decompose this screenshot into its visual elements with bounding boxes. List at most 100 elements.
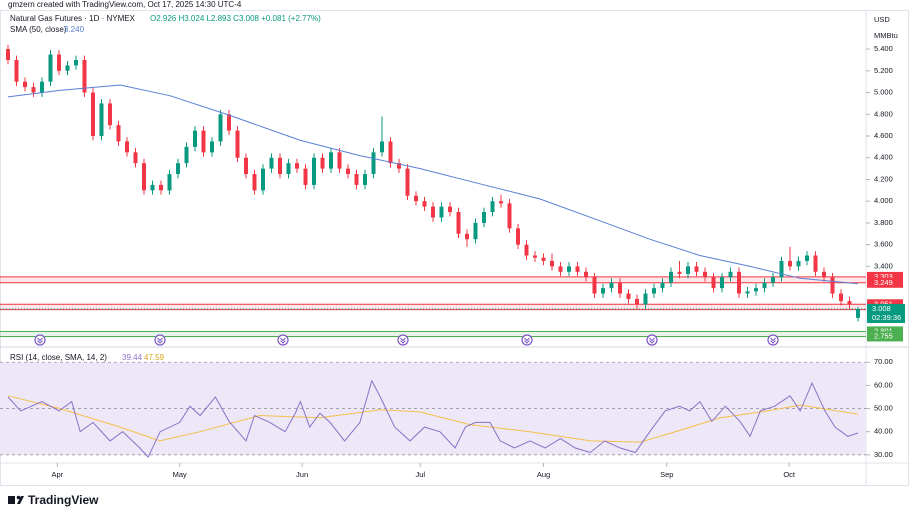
candle-body (839, 293, 844, 302)
candle-body (124, 141, 129, 153)
candle-body (694, 266, 699, 272)
sma-line (7, 84, 859, 285)
candle-body (5, 49, 10, 60)
candle-body (720, 277, 725, 289)
candle-body (533, 255, 538, 258)
candle-body (31, 87, 36, 93)
candle-body (601, 288, 606, 294)
candle-body (788, 260, 793, 267)
candle-body (252, 174, 257, 191)
candle-body (660, 282, 665, 289)
candle-body (618, 282, 623, 294)
price-pane: 5.400 5.200 5.000 4.800 4.600 4.400 4.200 4.000… (0, 44, 905, 346)
candle-body (439, 206, 444, 218)
countdown: 02:39:36 (872, 313, 901, 322)
candle-body (805, 255, 810, 261)
y-tick-label: 3.800 (874, 218, 893, 227)
price-tag (867, 331, 903, 342)
candle-body (260, 168, 265, 191)
candle-body (73, 59, 78, 66)
last-price-label: 3.008 (872, 304, 891, 313)
candle-body (56, 54, 61, 71)
last-price-tag (867, 303, 905, 323)
y-tick-label: 5.200 (874, 66, 893, 75)
event-icon-arrow (157, 337, 163, 344)
candle-body (99, 103, 104, 137)
currency: USD (874, 15, 890, 24)
candle-body (737, 271, 742, 294)
y-tick-label: 3.400 (874, 261, 893, 270)
candle-body (482, 212, 487, 223)
logo-mark (8, 496, 15, 504)
event-icon-arrow (280, 337, 286, 344)
candle-body (150, 184, 155, 191)
y-tick-label: 70.00 (874, 357, 893, 366)
x-tick-label: Jul (415, 470, 425, 479)
event-icon-arrow (400, 337, 406, 344)
candle-body (703, 271, 708, 278)
candle-body (728, 271, 733, 278)
candle-body (175, 163, 180, 175)
rsi-line (7, 395, 859, 443)
candle-body (107, 103, 112, 126)
candle-body (541, 257, 546, 261)
unit: MMBtu (874, 31, 898, 40)
candle-body (686, 266, 691, 274)
y-tick-label: 4.000 (874, 196, 893, 205)
x-tick-label: Aug (537, 470, 550, 479)
candle-body (354, 174, 359, 185)
candle-body (473, 222, 478, 240)
y-tick-label: 50.00 (874, 404, 893, 413)
event-icon-arrow (37, 337, 43, 344)
zone (0, 304, 866, 310)
candle-body (286, 163, 291, 175)
candle-body (90, 92, 95, 137)
y-tick-label: 60.00 (874, 380, 893, 389)
sma-value: 3.240 (64, 25, 85, 34)
candle-body (516, 228, 521, 245)
candle-body (524, 244, 529, 256)
x-tick-label: Sep (660, 470, 673, 479)
candle-body (362, 174, 367, 185)
candle-body (652, 288, 657, 294)
y-tick-label: 40.00 (874, 427, 893, 436)
candle-body (550, 260, 555, 267)
candle-body (167, 174, 172, 191)
rsi-title: RSI (14, close, SMA, 14, 2) (10, 353, 107, 362)
candle-body (218, 114, 223, 142)
candle-body (371, 152, 376, 175)
candle-body (39, 81, 44, 93)
candle-body (567, 266, 572, 272)
created-note: gmzern created with TradingView.com, Oct… (8, 0, 242, 9)
candle-body (345, 168, 350, 175)
candle-body (65, 65, 70, 71)
candle-body (490, 201, 495, 213)
candle-body (311, 157, 316, 185)
candle-body (448, 206, 453, 213)
logo-mark (16, 495, 21, 500)
rsi-pane: 70.00 60.00 50.00 40.00 30.00 RSI (14, close,… (0, 353, 893, 459)
candle-body (158, 184, 163, 191)
y-tick-label: 30.00 (874, 450, 893, 459)
candle-body (201, 130, 206, 153)
candle-body (388, 141, 393, 164)
candle-body (711, 277, 716, 289)
x-tick-label: Oct (783, 470, 796, 479)
candle-body (431, 206, 435, 218)
candle-body (584, 271, 589, 278)
x-tick-label: Jun (296, 470, 308, 479)
candle-body (507, 203, 512, 229)
candle-body (575, 266, 580, 272)
candle-body (396, 163, 401, 169)
candle-body (22, 81, 27, 88)
candle-body (226, 114, 231, 131)
price-tag (867, 271, 903, 282)
candle-body (745, 291, 750, 294)
logo-mark (17, 496, 24, 504)
event-icon-arrow (770, 337, 776, 344)
rsi-line (7, 379, 859, 458)
candle-body (269, 157, 274, 169)
price-tag-label: 2.755 (874, 331, 893, 340)
y-tick-label: 4.600 (874, 131, 893, 140)
candle-body (779, 260, 784, 278)
